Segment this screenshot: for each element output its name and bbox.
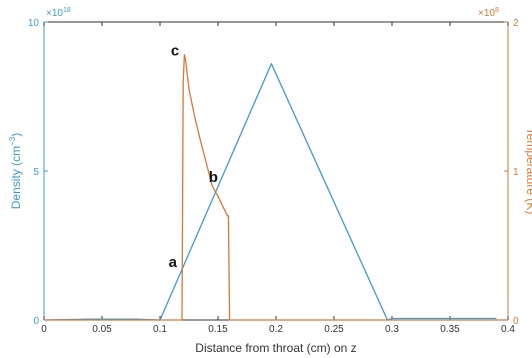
left-y-tick-label: 10 xyxy=(28,18,40,29)
right-y-tick-label: 2 xyxy=(513,18,519,29)
x-tick-label: 0 xyxy=(41,324,47,335)
right-exponent-label: ×108 xyxy=(478,7,499,19)
annotation-label-a: a xyxy=(169,254,178,271)
axes-frame xyxy=(43,21,509,321)
annotation-label-c: c xyxy=(171,42,179,59)
temperature-series-line xyxy=(44,54,508,321)
left-y-axis-label: Density (cm−3) xyxy=(8,133,23,209)
right-exponent-power: 8 xyxy=(495,7,499,14)
left-y-axis-label-end: ) xyxy=(9,133,23,137)
left-y-tick-label: 5 xyxy=(33,167,39,178)
x-tick-label: 0.25 xyxy=(324,324,344,335)
x-tick-label: 0.15 xyxy=(208,324,228,335)
right-y-tick-label: 1 xyxy=(513,167,519,178)
annotation-label-b: b xyxy=(209,169,218,186)
x-tick-label: 0.05 xyxy=(92,324,112,335)
x-tick-label: 0.35 xyxy=(440,324,460,335)
x-tick-label: 0.2 xyxy=(269,324,283,335)
left-y-axis-label-sup: −3 xyxy=(8,136,17,146)
right-y-tick-label: 0 xyxy=(513,316,519,327)
left-y-tick-label: 0 xyxy=(33,316,39,327)
x-tick-label: 0.1 xyxy=(153,324,167,335)
axis-labels: 0 0.05 0.1 0.15 0.2 0.25 0.3 0.35 0.40510012×101… xyxy=(8,7,532,355)
x-tick-label: 0.3 xyxy=(385,324,399,335)
series-lines xyxy=(43,54,509,321)
left-exponent-power: 18 xyxy=(63,7,71,14)
right-y-axis-label: Temperature (K) xyxy=(524,128,532,215)
x-axis-label: Distance from throat (cm) on z xyxy=(195,341,356,355)
x-tick-label: 0.4 xyxy=(501,324,515,335)
left-exponent-label: ×1018 xyxy=(46,7,71,19)
density-series-line xyxy=(43,63,497,321)
